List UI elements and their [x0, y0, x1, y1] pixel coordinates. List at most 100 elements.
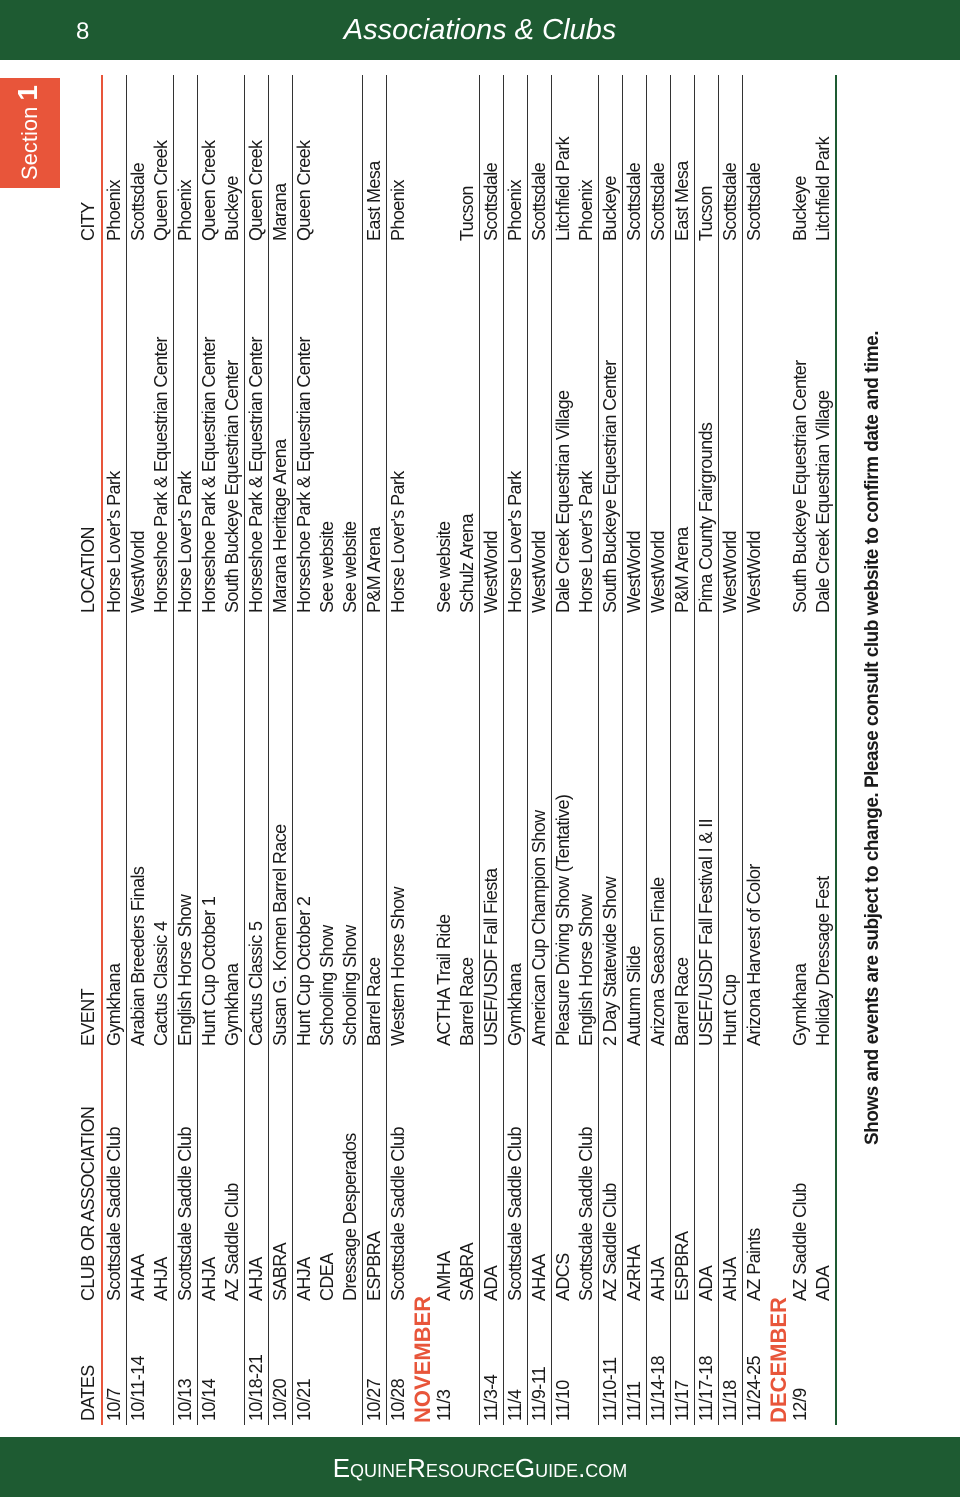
table-cell: USEF/USDF Fall Festival I & II [696, 818, 716, 1046]
table-cell: See website [317, 521, 337, 613]
table-cell: 11/14-18 [648, 1356, 668, 1421]
table-cell: Autumn Slide [624, 946, 644, 1046]
table-cell: CDEA [317, 1253, 337, 1301]
table-cell [316, 1305, 339, 1425]
table-cell: Arizona Season Finale [648, 877, 668, 1046]
table-cell: Tucson [457, 186, 477, 241]
table-cell: Marana [270, 183, 290, 241]
table-cell: AHJA [151, 1257, 171, 1301]
column-header: CLUB OR ASSOCIATION [78, 1106, 98, 1301]
table-row: 11/17-18 ADA USEF/USDF Fall Festival I & I… [694, 75, 718, 1425]
table-cell: ESPBRA [364, 1231, 384, 1301]
table-cell: 10/20 [270, 1378, 290, 1421]
table-cell: AHAA [128, 1254, 148, 1301]
table-cell: Hunt Cup October 1 [199, 896, 219, 1046]
table-row: 11/17 ESPBRA Barrel Race P&M Arena East Mesa [670, 75, 694, 1425]
table-row: 11/24-25 AZ Paints Arizona Harvest of Colo… [742, 75, 766, 1425]
table-cell [339, 1305, 362, 1425]
footer-bar: EquineResourceGuide.com [0, 1437, 960, 1497]
table-cell: Horseshoe Park & Equestrian Center [246, 337, 266, 613]
table-cell: Scottsdale Saddle Club [104, 1127, 124, 1301]
table-cell: Phoenix [576, 180, 596, 241]
table-cell: AZ Paints [744, 1228, 764, 1301]
table-cell: 10/18-21 [246, 1354, 266, 1421]
table-cell: ACTHA Trail Ride [434, 914, 454, 1046]
table-cell: Arizona Harvest of Color [744, 864, 764, 1046]
table-cell: AZ Saddle Club [222, 1183, 242, 1301]
table-row: CDEA Schooling Show See website [316, 75, 339, 1425]
table-cell: English Horse Show [576, 894, 596, 1046]
footnote: Shows and events are subject to change. … [862, 331, 883, 1145]
table-cell: 10/27 [364, 1378, 384, 1421]
table-cell: Queen Creek [151, 140, 171, 241]
table-cell: Horse Lover's Park [576, 471, 596, 613]
table-row: 12/9 AZ Saddle Club Gymkhana South Buckeye … [789, 75, 812, 1425]
table-row: AZ Saddle Club Gymkhana South Buckeye Eque… [221, 75, 244, 1425]
table-row: 11/14-18 AHJA Arizona Season Finale WestWor… [646, 75, 670, 1425]
table-cell: P&M Arena [672, 527, 692, 613]
table-cell: SABRA [457, 1242, 477, 1301]
table-row: 10/21 AHJA Hunt Cup October 2 Horseshoe Par… [292, 75, 316, 1425]
table-cell: Buckeye [790, 176, 810, 241]
table-cell [339, 75, 362, 245]
month-heading: DECEMBER [766, 1297, 791, 1423]
table-cell: Dale Creek Equestrian Village [813, 390, 833, 613]
column-header: DATES [78, 1365, 98, 1421]
footer-site: EquineResourceGuide.com [332, 1453, 628, 1483]
table-row: 11/10-11 AZ Saddle Club 2 Day Statewide Sh… [598, 75, 622, 1425]
table-cell: Marana Heritage Arena [270, 439, 290, 613]
table-cell: 10/11-14 [128, 1356, 148, 1421]
table-cell: Scottsdale [720, 162, 740, 241]
table-cell: Queen Creek [199, 140, 219, 241]
table-row: 10/28 Scottsdale Saddle Club Western Horse… [386, 75, 410, 1425]
table-cell: WestWorld [128, 531, 148, 613]
table-cell: Horseshoe Park & Equestrian Center [151, 337, 171, 613]
table-cell: AzRHA [624, 1244, 644, 1301]
table-cell: Tucson [696, 186, 716, 241]
table-cell [812, 1305, 835, 1425]
table-cell: 2 Day Statewide Show [600, 876, 620, 1046]
table-cell: 10/21 [294, 1378, 314, 1421]
table-cell: 10/13 [175, 1378, 195, 1421]
table-cell [433, 75, 456, 245]
table-cell: Gymkhana [104, 963, 124, 1046]
table-cell: WestWorld [744, 531, 764, 613]
table-cell: AHAA [529, 1254, 549, 1301]
table-row: 11/9-11 AHAA American Cup Champion Show Wes… [527, 75, 551, 1425]
table-cell: WestWorld [481, 531, 501, 613]
table-cell: Cactus Classic 4 [151, 921, 171, 1046]
table-cell: Schooling Show [340, 925, 360, 1046]
table-row: 10/11-14 AHAA Arabian Breeders Finals WestW… [126, 75, 150, 1425]
page-number: 8 [76, 18, 90, 45]
column-header: CITY [78, 202, 98, 241]
table-cell: 11/17 [672, 1380, 692, 1421]
table-cell: Scottsdale [744, 162, 764, 241]
table-cell: Buckeye [222, 176, 242, 241]
table-cell: Scottsdale [624, 162, 644, 241]
table-row: 10/20 SABRA Susan G. Komen Barrel Race Mara… [268, 75, 292, 1425]
table-cell: 11/3 [434, 1389, 454, 1421]
table-cell: 10/14 [199, 1378, 219, 1421]
table-cell: Scottsdale Saddle Club [388, 1127, 408, 1301]
table-cell [221, 1305, 244, 1425]
column-header: EVENT [78, 988, 98, 1046]
table-cell: USEF/USDF Fall Fiesta [481, 868, 501, 1046]
table-cell [575, 1305, 598, 1425]
table-cell: Pleasure Driving Show (Tentative) [553, 794, 573, 1046]
table-cell [150, 1305, 173, 1425]
table-cell: See website [340, 521, 360, 613]
table-row: 11/18 AHJA Hunt Cup WestWorld Scottsdale [718, 75, 742, 1425]
table-cell: Horse Lover's Park [104, 471, 124, 613]
table-cell: 11/10 [553, 1380, 573, 1421]
table-cell: ADA [813, 1265, 833, 1301]
table-cell: AHJA [720, 1257, 740, 1301]
table-row: 11/10 ADCS Pleasure Driving Show (Tentativ… [551, 75, 575, 1425]
table-cell: Phoenix [175, 180, 195, 241]
table-cell: East Mesa [672, 161, 692, 241]
table-cell: Buckeye [600, 176, 620, 241]
table-cell: Dressage Desperados [340, 1133, 360, 1301]
table-cell: AZ Saddle Club [600, 1183, 620, 1301]
section-number: 1 [12, 85, 43, 101]
table-cell [456, 1305, 479, 1425]
table-cell: Holiday Dressage Fest [813, 876, 833, 1046]
